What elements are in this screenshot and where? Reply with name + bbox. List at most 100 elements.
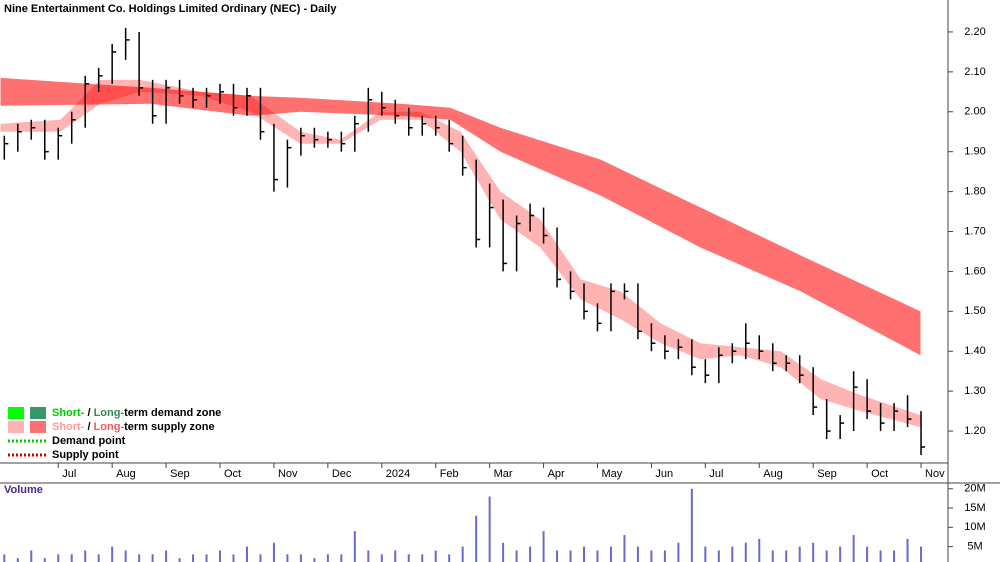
y-tick-label: 2.20 xyxy=(964,26,985,38)
volume-bar xyxy=(178,558,181,562)
legend-label: Short- / Long-term demand zone xyxy=(52,407,221,419)
volume-bar xyxy=(299,554,302,562)
y-tick-label: 1.40 xyxy=(964,345,985,357)
volume-bar xyxy=(623,535,626,562)
x-tick-label: Feb xyxy=(440,468,459,480)
legend-label: Short- / Long-term supply zone xyxy=(52,421,215,433)
volume-bar xyxy=(313,558,316,562)
volume-bar xyxy=(286,554,289,562)
volume-tick-label: 15M xyxy=(964,502,985,514)
x-tick-label: Oct xyxy=(224,468,241,480)
y-tick-label: 1.80 xyxy=(964,185,985,197)
volume-bar xyxy=(380,554,383,562)
chart-title: Nine Entertainment Co. Holdings Limited … xyxy=(4,3,337,15)
volume-bar xyxy=(556,550,559,562)
volume-bar xyxy=(394,550,397,562)
y-tick-label: 1.20 xyxy=(964,425,985,437)
volume-bar xyxy=(138,554,141,562)
volume-bar xyxy=(353,531,356,562)
volume-bar xyxy=(920,546,923,562)
x-tick-label: 2024 xyxy=(386,468,410,480)
volume-bar xyxy=(583,546,586,562)
volume-bar xyxy=(232,554,235,562)
volume-bar xyxy=(502,542,505,562)
legend-text: Supply point xyxy=(52,449,119,461)
legend-text: term demand zone xyxy=(124,407,221,419)
volume-bar xyxy=(893,550,896,562)
x-tick-label: Nov xyxy=(278,468,298,480)
volume-bar xyxy=(326,554,329,562)
volume-bar xyxy=(812,542,815,562)
volume-bar xyxy=(488,496,491,562)
volume-bar xyxy=(879,550,882,562)
volume-bar xyxy=(677,542,680,562)
volume-bar xyxy=(906,538,909,562)
legend-swatch xyxy=(8,421,24,433)
volume-bar xyxy=(367,550,370,562)
volume-bar xyxy=(219,550,222,562)
volume-bar xyxy=(866,546,869,562)
volume-bar xyxy=(744,542,747,562)
volume-bar xyxy=(421,554,424,562)
volume-tick-label: 10M xyxy=(964,521,985,533)
x-tick-label: Jul xyxy=(62,468,76,480)
legend-swatch xyxy=(8,407,24,419)
volume-bar xyxy=(151,554,154,562)
volume-bar xyxy=(529,546,532,562)
volume-bar xyxy=(852,535,855,562)
x-tick-label: Jun xyxy=(655,468,673,480)
volume-bar xyxy=(57,554,60,562)
volume-bar xyxy=(542,531,545,562)
volume-tick-label: 5M xyxy=(967,540,982,552)
legend-label: Supply point xyxy=(52,449,119,461)
volume-bar xyxy=(70,554,73,562)
x-tick-label: May xyxy=(601,468,622,480)
x-tick-label: Aug xyxy=(116,468,136,480)
legend-text: Demand point xyxy=(52,435,126,447)
x-tick-label: Aug xyxy=(763,468,783,480)
volume-bar xyxy=(407,554,410,562)
y-tick-label: 2.10 xyxy=(964,66,985,78)
zone-band xyxy=(0,79,921,428)
volume-bar xyxy=(758,538,761,562)
legend-label: Demand point xyxy=(52,435,126,447)
y-tick-label: 1.90 xyxy=(964,146,985,158)
y-tick-label: 1.30 xyxy=(964,385,985,397)
y-tick-label: 1.70 xyxy=(964,225,985,237)
x-tick-label: Oct xyxy=(871,468,888,480)
volume-bar xyxy=(272,542,275,562)
volume-bar xyxy=(245,546,248,562)
volume-bar xyxy=(165,550,168,562)
volume-bar xyxy=(609,546,612,562)
volume-bar xyxy=(205,554,208,562)
volume-bar xyxy=(663,550,666,562)
legend-text: / xyxy=(84,421,93,433)
legend-text: Long- xyxy=(94,421,125,433)
volume-bar xyxy=(340,554,343,562)
volume-bar xyxy=(771,550,774,562)
volume-bar xyxy=(798,546,801,562)
volume-bar xyxy=(84,550,87,562)
volume-bar xyxy=(448,554,451,562)
volume-tick-label: 20M xyxy=(964,483,985,495)
volume-bar xyxy=(192,554,195,562)
volume-bar xyxy=(636,546,639,562)
volume-bar xyxy=(111,546,114,562)
volume-bar xyxy=(97,554,100,562)
y-tick-label: 2.00 xyxy=(964,106,985,118)
x-tick-label: Sep xyxy=(817,468,837,480)
volume-bar xyxy=(475,515,478,562)
x-tick-label: Apr xyxy=(548,468,565,480)
volume-bar xyxy=(3,554,6,562)
x-tick-label: Mar xyxy=(494,468,513,480)
volume-bar xyxy=(30,550,33,562)
volume-bar xyxy=(461,546,464,562)
legend-text: term supply zone xyxy=(124,421,214,433)
volume-bar xyxy=(839,546,842,562)
x-tick-label: Sep xyxy=(170,468,190,480)
volume-bar xyxy=(785,550,788,562)
volume-bar xyxy=(717,550,720,562)
volume-bar xyxy=(704,546,707,562)
legend-text: Long- xyxy=(94,407,125,419)
legend-text: / xyxy=(84,407,93,419)
